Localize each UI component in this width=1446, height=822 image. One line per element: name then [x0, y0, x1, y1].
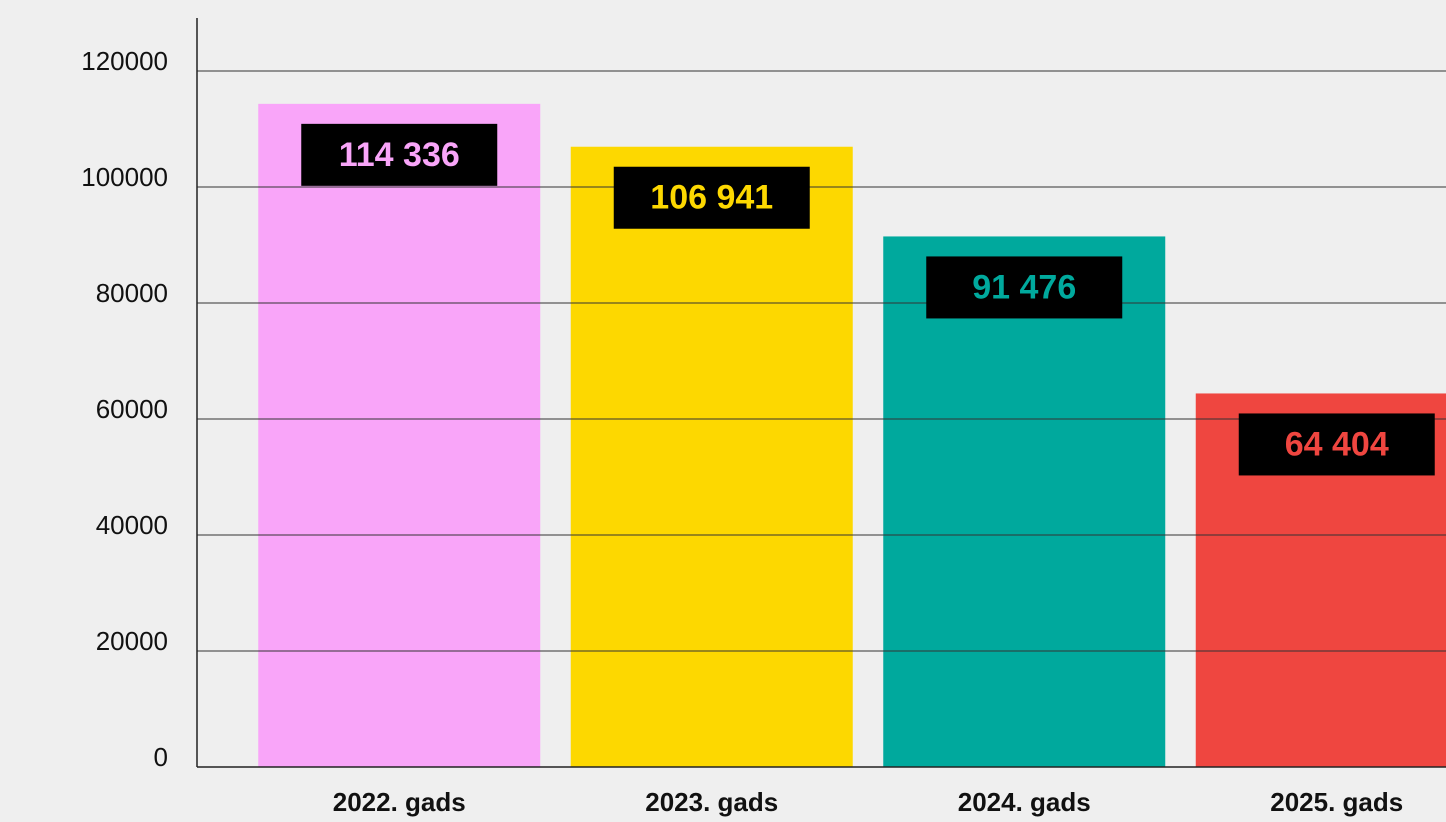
bar	[883, 236, 1166, 767]
value-label: 114 336	[339, 136, 460, 174]
value-label-box	[1238, 413, 1435, 476]
value-label-box	[926, 256, 1123, 319]
x-tick-label: 2025. gads	[1270, 787, 1403, 817]
y-tick-label: 20000	[96, 626, 168, 656]
value-label: 64 404	[1285, 425, 1389, 463]
bar	[258, 103, 541, 767]
bar	[570, 146, 853, 768]
y-tick-label: 80000	[96, 278, 168, 308]
value-label-box	[613, 166, 810, 229]
x-tick-label: 2023. gads	[645, 787, 778, 817]
x-tick-label: 2022. gads	[333, 787, 466, 817]
value-label: 91 476	[972, 268, 1076, 306]
y-tick-label: 120000	[81, 46, 168, 76]
x-tick-label: 2024. gads	[958, 787, 1091, 817]
y-tick-label: 60000	[96, 394, 168, 424]
value-label-box	[301, 123, 498, 186]
y-tick-label: 40000	[96, 510, 168, 540]
y-tick-label: 100000	[81, 162, 168, 192]
y-tick-label: 0	[154, 742, 168, 772]
value-label: 106 941	[650, 179, 773, 217]
